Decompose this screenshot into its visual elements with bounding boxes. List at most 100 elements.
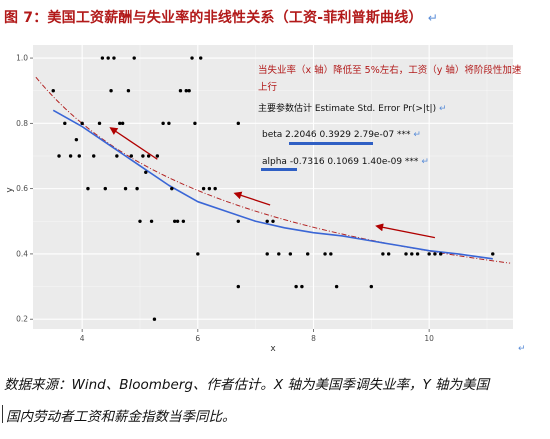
- scatter-point: [265, 219, 269, 223]
- alpha-label: alpha: [262, 157, 287, 167]
- scatter-point: [167, 121, 171, 126]
- scatter-point: [386, 252, 391, 256]
- annotation-red-note: 当失业率（x 轴）降低至 5%左右，工资（y 轴）将阶段性加速上行: [258, 65, 522, 93]
- scatter-point: [207, 186, 212, 191]
- scatter-point: [68, 154, 73, 158]
- annotation-arrow: [109, 127, 158, 160]
- scatter-point: [236, 121, 241, 126]
- x-tick-label: 6: [195, 334, 200, 343]
- y-tick-label: 0.4: [16, 249, 28, 258]
- scatter-point: [106, 56, 110, 60]
- scatter-point: [410, 252, 414, 256]
- scatter-point: [146, 154, 151, 158]
- params-header-text: 主要参数估计 Estimate Std. Error Pr(>|t|): [258, 104, 437, 114]
- y-axis-label: y: [5, 187, 15, 193]
- chart: 4 6 8 10 0.2 0.4 0.6 0.8 1.0 x y: [5, 45, 513, 354]
- scatter-point: [170, 186, 174, 191]
- scatter-point: [144, 170, 148, 175]
- scatter-point: [404, 252, 408, 256]
- annotation-arrow: [233, 191, 271, 206]
- x-tick-label: 10: [424, 334, 434, 343]
- scatter-point: [132, 56, 136, 60]
- scatter-point: [199, 56, 203, 60]
- scatter-points: [51, 56, 495, 321]
- scatter-point: [118, 121, 122, 126]
- scatter-point: [213, 186, 217, 191]
- scatter-point: [236, 284, 241, 289]
- scatter-point: [77, 154, 81, 158]
- x-axis-label: x: [270, 344, 276, 354]
- scatter-point: [433, 252, 437, 256]
- data-series: [35, 76, 511, 264]
- alpha-pvalue: 1.40e-09 ***: [361, 157, 419, 167]
- scatter-point: [427, 252, 431, 256]
- scatter-point: [491, 252, 495, 256]
- scatter-point: [126, 89, 131, 93]
- alpha-row: alpha -0.7316 0.1069 1.40e-09 *** ↵: [262, 157, 429, 167]
- scatter-point: [190, 56, 194, 60]
- return-mark-icon: ↵: [438, 104, 447, 114]
- annotation-arrow: [375, 223, 436, 239]
- grid-lines: [33, 45, 513, 329]
- x-tick-label: 4: [80, 334, 85, 343]
- scatter-point: [92, 154, 96, 158]
- scatter-point: [152, 317, 157, 321]
- beta-label: beta: [262, 130, 283, 140]
- scatter-point: [288, 252, 293, 256]
- x-tick-label: 8: [311, 334, 316, 343]
- scatter-point: [334, 284, 339, 289]
- scatter-point: [123, 186, 128, 191]
- scatter-point: [265, 252, 269, 256]
- beta-underline: [289, 142, 373, 145]
- y-tick-label: 0.6: [16, 184, 28, 193]
- smooth-fit-line: [52, 109, 493, 260]
- scatter-point: [97, 121, 102, 126]
- beta-values: 2.2046 0.3929: [285, 130, 352, 140]
- scatter-point: [155, 154, 160, 158]
- alpha-underline: [261, 168, 297, 171]
- scatter-point: [323, 252, 327, 256]
- scatter-point: [193, 121, 197, 126]
- scatter-point: [172, 219, 177, 223]
- scatter-point: [149, 219, 154, 223]
- scatter-point: [115, 154, 119, 158]
- scatter-point: [181, 219, 186, 223]
- source-note-line-2: 国内劳动者工资和薪金指数当季同比。: [6, 409, 236, 425]
- scatter-point: [120, 121, 125, 126]
- scatter-point: [112, 56, 116, 60]
- scatter-point: [129, 154, 134, 158]
- scatter-point: [86, 186, 90, 191]
- scatter-point: [381, 252, 385, 256]
- source-note-line-1: 数据来源：Wind、Bloomberg、作者估计。X 轴为美国季调失业率，Y 轴…: [4, 377, 489, 393]
- scatter-point: [135, 186, 139, 191]
- scatter-point: [109, 89, 113, 93]
- scatter-point: [277, 252, 281, 256]
- return-mark-icon: ↵: [427, 11, 438, 25]
- scatter-point: [161, 121, 165, 126]
- y-tick-label: 0.8: [16, 119, 28, 128]
- scatter-point: [57, 154, 61, 158]
- scatter-point: [138, 219, 142, 223]
- scatter-point: [236, 219, 241, 223]
- scatter-point: [175, 219, 180, 223]
- alpha-values: -0.7316 0.1069: [289, 157, 359, 167]
- scatter-point: [80, 121, 84, 126]
- text-cursor: [2, 405, 3, 423]
- return-mark-icon: ↵: [421, 157, 429, 167]
- params-header: 主要参数估计 Estimate Std. Error Pr(>|t|) ↵: [258, 101, 447, 114]
- figure-title-text: 图 7：美国工资薪酬与失业率的非线性关系（工资-菲利普斯曲线）: [4, 10, 423, 26]
- scatter-point: [305, 252, 310, 256]
- beta-pvalue: 2.79e-07 ***: [353, 130, 411, 140]
- scatter-point: [178, 89, 183, 93]
- scatter-point: [369, 284, 374, 289]
- scatter-point: [100, 56, 105, 60]
- scatter-point: [439, 252, 443, 256]
- figure-title: 图 7：美国工资薪酬与失业率的非线性关系（工资-菲利普斯曲线） ↵: [4, 7, 544, 27]
- scatter-point: [201, 186, 206, 191]
- scatter-point: [184, 89, 188, 93]
- plot-panel: [33, 45, 513, 329]
- scatter-point: [141, 154, 145, 158]
- return-mark-icon: ↵: [413, 130, 421, 140]
- scatter-point: [300, 284, 304, 289]
- scatter-point: [63, 121, 67, 126]
